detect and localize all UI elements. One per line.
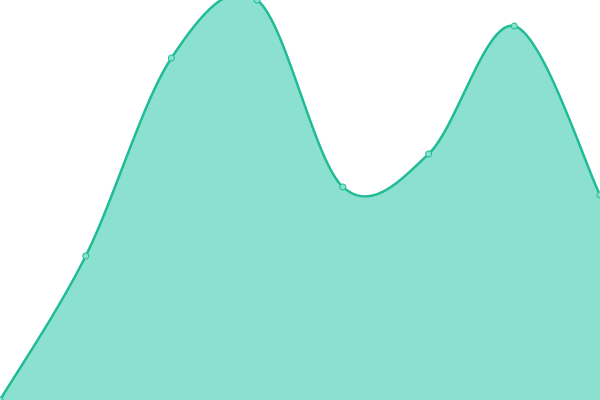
data-point-4 — [339, 183, 347, 191]
data-point-7 — [596, 191, 600, 199]
data-point-1 — [82, 252, 90, 260]
data-point-0 — [0, 396, 4, 400]
data-point-5 — [425, 150, 433, 158]
data-point-2 — [167, 54, 175, 62]
data-point-3 — [253, 0, 261, 4]
data-point-6 — [510, 22, 518, 30]
